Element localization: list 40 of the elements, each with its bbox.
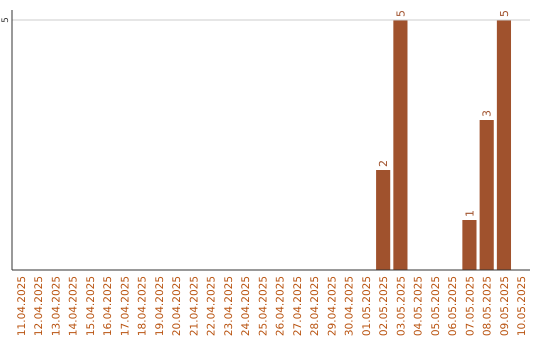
data-label: 5	[498, 10, 511, 17]
x-tick-label: 05.05.2025	[430, 276, 442, 336]
x-tick-label: 06.05.2025	[447, 276, 460, 336]
x-tick-label: 15.04.2025	[84, 276, 97, 336]
x-tick-label: 07.05.2025	[464, 276, 476, 336]
bar	[376, 170, 390, 270]
x-tick-label: 30.04.2025	[344, 276, 356, 336]
x-tick-label: 13.04.2025	[50, 276, 62, 336]
x-tick-label: 29.04.2025	[326, 276, 338, 336]
bar	[393, 20, 408, 270]
data-label: 2	[377, 160, 390, 167]
x-tick-label: 01.05.2025	[360, 276, 373, 336]
data-label: 3	[480, 110, 494, 117]
bar	[480, 120, 494, 270]
x-tick-label: 24.04.2025	[240, 276, 252, 336]
x-tick-label: 12.04.2025	[33, 276, 46, 336]
x-tick-label: 10.05.2025	[516, 276, 528, 336]
x-tick-label: 20.04.2025	[171, 276, 184, 336]
x-tick-label: 21.04.2025	[188, 276, 200, 336]
x-tick-label: 19.04.2025	[154, 276, 166, 336]
x-tick-label: 27.04.2025	[292, 276, 304, 336]
x-tick-label: 04.05.2025	[412, 276, 425, 336]
data-label: 1	[463, 210, 476, 217]
x-tick-label: 16.04.2025	[102, 276, 114, 336]
x-tick-label: 14.04.2025	[68, 276, 80, 336]
bar	[462, 220, 477, 270]
bar	[496, 20, 512, 270]
x-tick-label: 18.04.2025	[136, 276, 149, 336]
x-tick-label: 03.05.2025	[395, 276, 408, 336]
x-tick-label: 09.05.2025	[498, 276, 511, 336]
x-tick-label: 22.04.2025	[206, 276, 218, 336]
x-tick-label: 11.04.2025	[16, 276, 28, 336]
data-label: 5	[394, 10, 408, 17]
x-tick-label: 28.04.2025	[309, 276, 322, 336]
x-tick-label: 17.04.2025	[119, 276, 132, 336]
x-tick-label: 26.04.2025	[274, 276, 287, 336]
x-tick-label: 08.05.2025	[482, 276, 494, 336]
x-tick-label: 23.04.2025	[222, 276, 235, 336]
x-tick-label: 25.04.2025	[257, 276, 270, 336]
x-tick-label: 02.05.2025	[378, 276, 390, 336]
